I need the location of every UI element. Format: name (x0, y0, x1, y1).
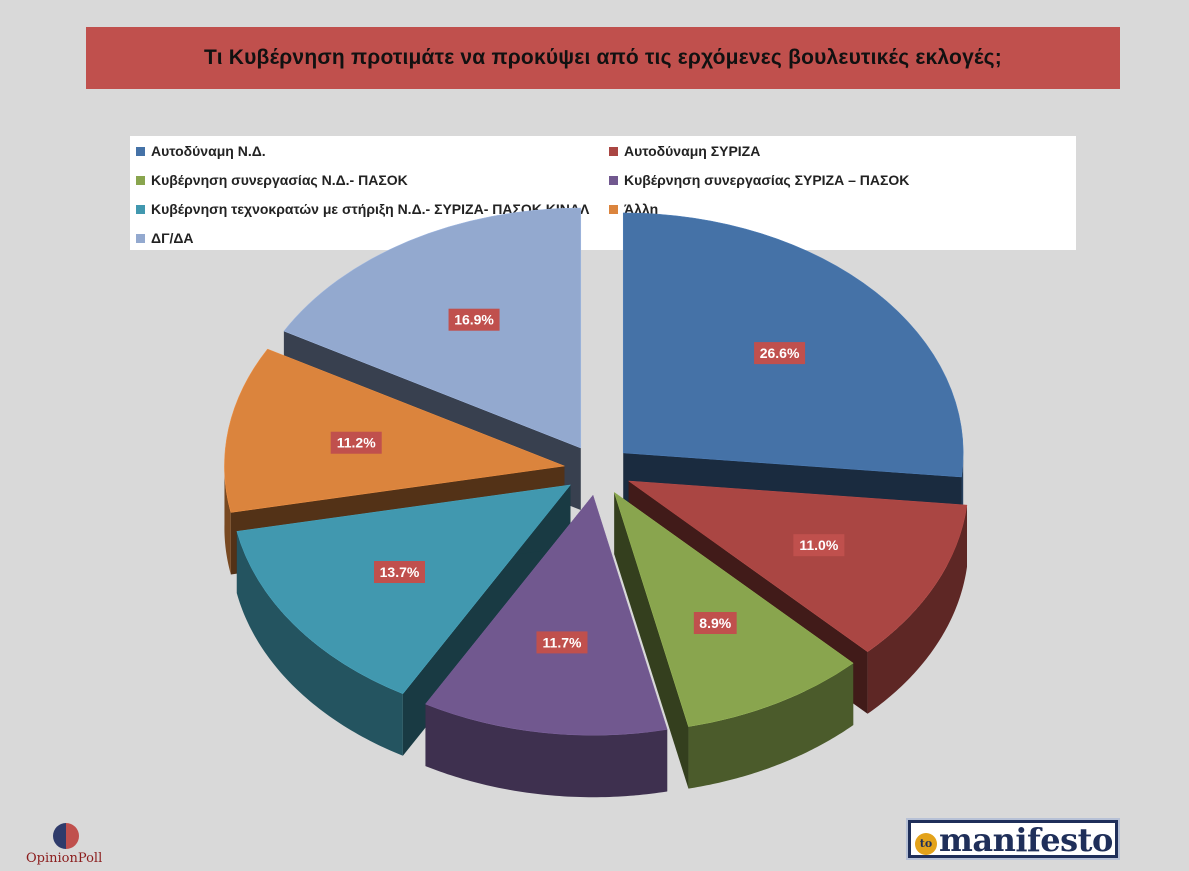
legend-item: Αυτοδύναμη ΣΥΡΙΖΑ (609, 141, 760, 161)
data-label-box (754, 342, 806, 365)
manifesto-prefix-badge: to (915, 833, 937, 855)
legend-swatch (136, 146, 145, 156)
legend-item: Κυβέρνηση συνεργασίας ΣΥΡΙΖΑ – ΠΑΣΟΚ (609, 170, 909, 190)
data-label: 26.6% (760, 345, 800, 361)
legend-swatch (136, 175, 145, 185)
pie-slice (224, 348, 566, 513)
pie-labels: 26.6% 11.0% 8.9% 11.7% 13.7% 11.2% 16.9% (330, 308, 845, 654)
chart-title-bar: Τι Κυβέρνηση προτιμάτε να προκύψει από τ… (86, 27, 1120, 89)
pie-slice-rim (688, 663, 854, 789)
legend-label: Αυτοδύναμη ΣΥΡΙΖΑ (624, 143, 761, 159)
legend-label: Αυτοδύναμη Ν.Δ. (151, 143, 266, 159)
legend-label: Κυβέρνηση συνεργασίας Ν.Δ.- ΠΑΣΟΚ (151, 172, 408, 188)
pie-slice (236, 484, 572, 695)
legend-label: Κυβέρνηση συνεργασίας ΣΥΡΙΖΑ – ΠΑΣΟΚ (624, 172, 910, 188)
data-label-box (448, 308, 500, 331)
chart-title: Τι Κυβέρνηση προτιμάτε να προκύψει από τ… (204, 46, 1002, 69)
pie-slice-rim (867, 505, 967, 714)
chart-legend: Αυτοδύναμη Ν.Δ. Αυτοδύναμη ΣΥΡΙΖΑ Κυβέρν… (130, 136, 1076, 250)
legend-swatch (136, 204, 145, 214)
pie-slice-rim (425, 704, 668, 798)
pie-slice (283, 207, 582, 449)
data-label-box (536, 631, 588, 654)
legend-swatch (609, 146, 618, 156)
pie-slice (425, 494, 668, 736)
data-label-box (374, 561, 426, 584)
legend-item: Κυβέρνηση τεχνοκρατών με στήριξη Ν.Δ.- Σ… (136, 199, 589, 219)
data-label: 16.9% (454, 312, 494, 328)
legend-swatch (136, 233, 145, 243)
data-label-box (330, 431, 382, 454)
opinionpoll-wordmark: OpinionPoll (26, 851, 103, 866)
data-label: 11.2% (337, 435, 376, 451)
legend-swatch (609, 175, 618, 185)
data-label-box (693, 612, 737, 635)
legend-item: Κυβέρνηση συνεργασίας Ν.Δ.- ΠΑΣΟΚ (136, 170, 408, 190)
legend-swatch (609, 204, 618, 214)
legend-label: Κυβέρνηση τεχνοκρατών με στήριξη Ν.Δ.- Σ… (151, 201, 590, 217)
opinionpoll-logo: OpinionPoll (24, 820, 124, 868)
manifesto-logo: to manifesto (906, 818, 1120, 860)
data-label-box (793, 534, 845, 557)
pie-slice-radial-wall (614, 492, 689, 789)
opinionpoll-emblem-icon (53, 823, 79, 849)
legend-item: Αυτοδύναμη Ν.Δ. (136, 141, 266, 161)
data-label: 8.9% (699, 615, 731, 631)
legend-item: ΔΓ/ΔΑ (136, 228, 194, 248)
legend-label: ΔΓ/ΔΑ (151, 230, 194, 246)
pie-slice (627, 480, 968, 653)
pie-slice (613, 491, 854, 727)
manifesto-wordmark: manifesto (939, 821, 1113, 859)
data-label: 13.7% (380, 564, 420, 580)
pie-slice-rim (236, 531, 403, 756)
data-label: 11.0% (799, 537, 838, 553)
data-label: 11.7% (543, 634, 582, 650)
